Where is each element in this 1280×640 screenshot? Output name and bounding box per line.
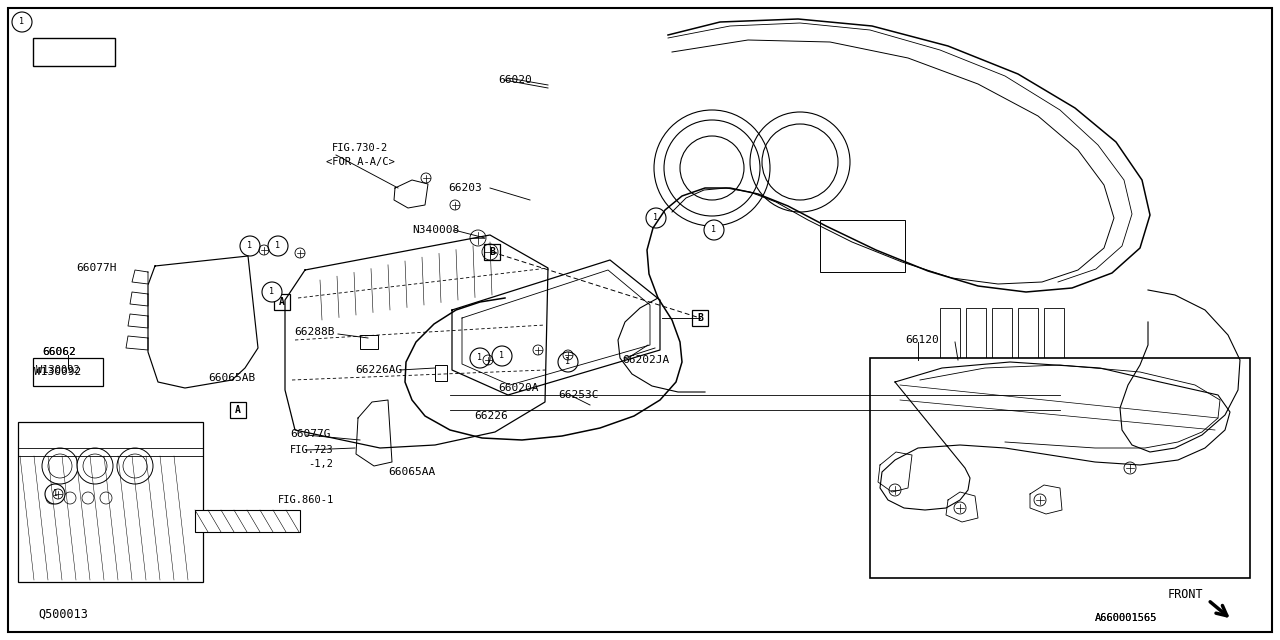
Circle shape [64, 492, 76, 504]
Bar [195, 510, 300, 532]
Circle shape [77, 448, 113, 484]
Bar [692, 310, 708, 326]
Text: 66203: 66203 [448, 183, 481, 193]
Text: -1,2: -1,2 [308, 459, 333, 469]
Bar [1018, 308, 1038, 370]
Text: 66065AA: 66065AA [388, 467, 435, 477]
Text: A: A [279, 297, 285, 307]
Text: A660001565: A660001565 [1094, 613, 1157, 623]
Bar [360, 335, 378, 349]
Text: N340008: N340008 [412, 225, 460, 235]
Bar [18, 422, 204, 582]
Text: 66253C: 66253C [558, 390, 599, 400]
Circle shape [82, 492, 93, 504]
Bar [33, 358, 102, 386]
Text: Q500013: Q500013 [38, 607, 88, 621]
Text: 1: 1 [654, 214, 658, 223]
Text: B: B [698, 313, 703, 323]
Text: 1: 1 [19, 17, 24, 26]
Bar [870, 358, 1251, 578]
Text: 66065AB: 66065AB [207, 373, 255, 383]
Circle shape [492, 346, 512, 366]
Text: 66062: 66062 [42, 347, 76, 357]
Text: B: B [489, 247, 495, 257]
Text: 1: 1 [499, 351, 504, 360]
Text: W130092: W130092 [35, 367, 81, 377]
Circle shape [241, 236, 260, 256]
Circle shape [12, 12, 32, 32]
Text: <FOR A-A/C>: <FOR A-A/C> [326, 157, 394, 167]
Circle shape [42, 448, 78, 484]
Circle shape [262, 282, 282, 302]
Bar [940, 308, 960, 370]
Bar [230, 402, 246, 418]
Text: 66062: 66062 [42, 347, 76, 357]
Circle shape [646, 208, 666, 228]
Text: FIG.730-2: FIG.730-2 [332, 143, 388, 153]
Text: 1: 1 [270, 287, 274, 296]
Bar [820, 220, 905, 272]
Circle shape [116, 448, 154, 484]
Text: 66020: 66020 [498, 75, 531, 85]
Text: 1: 1 [275, 241, 280, 250]
Text: A660001565: A660001565 [1094, 613, 1157, 623]
Text: 66077H: 66077H [76, 263, 116, 273]
Bar [1044, 308, 1064, 370]
Circle shape [704, 220, 724, 240]
Text: FIG.860-1: FIG.860-1 [278, 495, 334, 505]
Text: 1: 1 [247, 241, 252, 250]
Bar [435, 365, 447, 381]
Text: 66226AG: 66226AG [355, 365, 402, 375]
Bar [992, 308, 1012, 370]
Text: 66020A: 66020A [498, 383, 539, 393]
Text: 1: 1 [477, 353, 483, 362]
Text: W130092: W130092 [36, 365, 79, 375]
Text: 1: 1 [566, 358, 571, 367]
Bar [966, 308, 986, 370]
Text: FIG.723: FIG.723 [291, 445, 334, 455]
Circle shape [558, 352, 579, 372]
Circle shape [470, 348, 490, 368]
Circle shape [268, 236, 288, 256]
Circle shape [100, 492, 113, 504]
Text: FRONT: FRONT [1169, 589, 1203, 602]
Text: 66202JA: 66202JA [622, 355, 669, 365]
Circle shape [45, 484, 65, 504]
Text: 66226: 66226 [474, 411, 508, 421]
Text: 66077G: 66077G [291, 429, 330, 439]
Bar [33, 38, 115, 66]
Text: 1: 1 [52, 490, 58, 499]
Bar [274, 294, 291, 310]
Text: A: A [236, 405, 241, 415]
Circle shape [46, 492, 58, 504]
Text: 66120: 66120 [905, 335, 938, 345]
Bar [484, 244, 500, 260]
Text: 1: 1 [712, 225, 717, 234]
Text: 66288B: 66288B [294, 327, 334, 337]
